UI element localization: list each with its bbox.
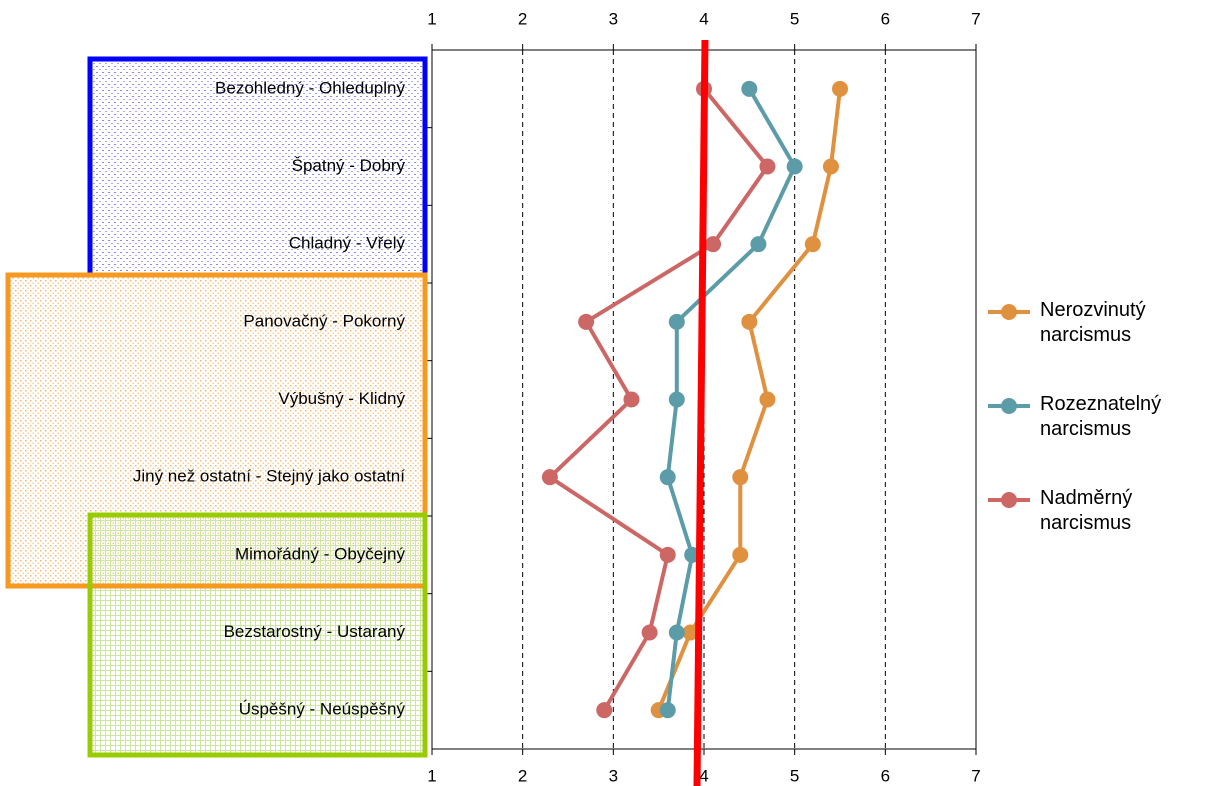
legend-marker xyxy=(1001,304,1017,320)
data-point xyxy=(741,80,758,97)
x-tick-label: 4 xyxy=(699,9,708,28)
data-point xyxy=(668,624,685,641)
data-point xyxy=(659,546,676,563)
legend-marker xyxy=(1001,492,1017,508)
category-label: Chladný - Vřelý xyxy=(289,234,406,253)
category-label: Špatný - Dobrý xyxy=(292,156,406,175)
x-tick-label: 7 xyxy=(971,9,980,28)
legend-marker xyxy=(1001,398,1017,414)
data-point xyxy=(641,624,658,641)
x-tick-label: 3 xyxy=(609,9,618,28)
series-line xyxy=(656,88,842,711)
data-point xyxy=(623,391,640,408)
data-point xyxy=(682,624,699,641)
data-point xyxy=(786,158,803,175)
data-point xyxy=(732,469,749,486)
x-tick-label: 6 xyxy=(881,9,890,28)
data-point xyxy=(741,313,758,330)
legend-label: Nerozvinutý narcismus xyxy=(1040,299,1146,346)
data-point xyxy=(596,702,613,719)
x-tick-label: 2 xyxy=(518,9,527,28)
category-label: Panovačný - Pokorný xyxy=(243,311,405,330)
group-box xyxy=(87,512,428,758)
category-label: Výbušný - Klidný xyxy=(278,389,405,408)
category-label: Úspěšný - Neúspěšný xyxy=(239,700,406,719)
data-point xyxy=(659,469,676,486)
group-box-fill xyxy=(90,515,425,755)
category-label: Mimořádný - Obyčejný xyxy=(235,544,406,563)
category-label: Jiný než ostatní - Stejný jako ostatní xyxy=(133,467,405,486)
data-point xyxy=(759,158,776,175)
data-point xyxy=(668,313,685,330)
category-label: Bezstarostný - Ustaraný xyxy=(224,622,406,641)
x-tick-label: 4 xyxy=(699,766,708,785)
x-tick-label: 3 xyxy=(609,766,618,785)
data-point xyxy=(822,158,839,175)
group-box-fill xyxy=(90,59,425,275)
data-point xyxy=(804,236,821,253)
group-box xyxy=(5,272,428,589)
x-tick-label: 5 xyxy=(790,9,799,28)
data-point xyxy=(832,80,848,97)
legend-label: Rozeznatelný narcismus xyxy=(1040,393,1162,440)
x-tick-label: 1 xyxy=(427,766,436,785)
x-tick-label: 6 xyxy=(881,766,890,785)
legend-label: Nadměrný narcismus xyxy=(1040,487,1133,534)
data-point xyxy=(668,391,685,408)
data-point xyxy=(759,391,776,408)
x-tick-label: 1 xyxy=(427,9,436,28)
x-tick-label: 2 xyxy=(518,766,527,785)
series-line xyxy=(546,87,770,712)
reference-line xyxy=(693,39,709,786)
data-point xyxy=(732,546,749,563)
x-tick-label: 5 xyxy=(790,766,799,785)
data-point xyxy=(541,469,558,486)
data-point xyxy=(659,702,676,719)
x-tick-label: 7 xyxy=(971,766,980,785)
data-point xyxy=(705,236,722,253)
data-point xyxy=(750,236,767,253)
category-label: Bezohledný - Ohleduplný xyxy=(215,78,405,97)
data-point xyxy=(578,313,595,330)
series-line xyxy=(665,87,797,711)
